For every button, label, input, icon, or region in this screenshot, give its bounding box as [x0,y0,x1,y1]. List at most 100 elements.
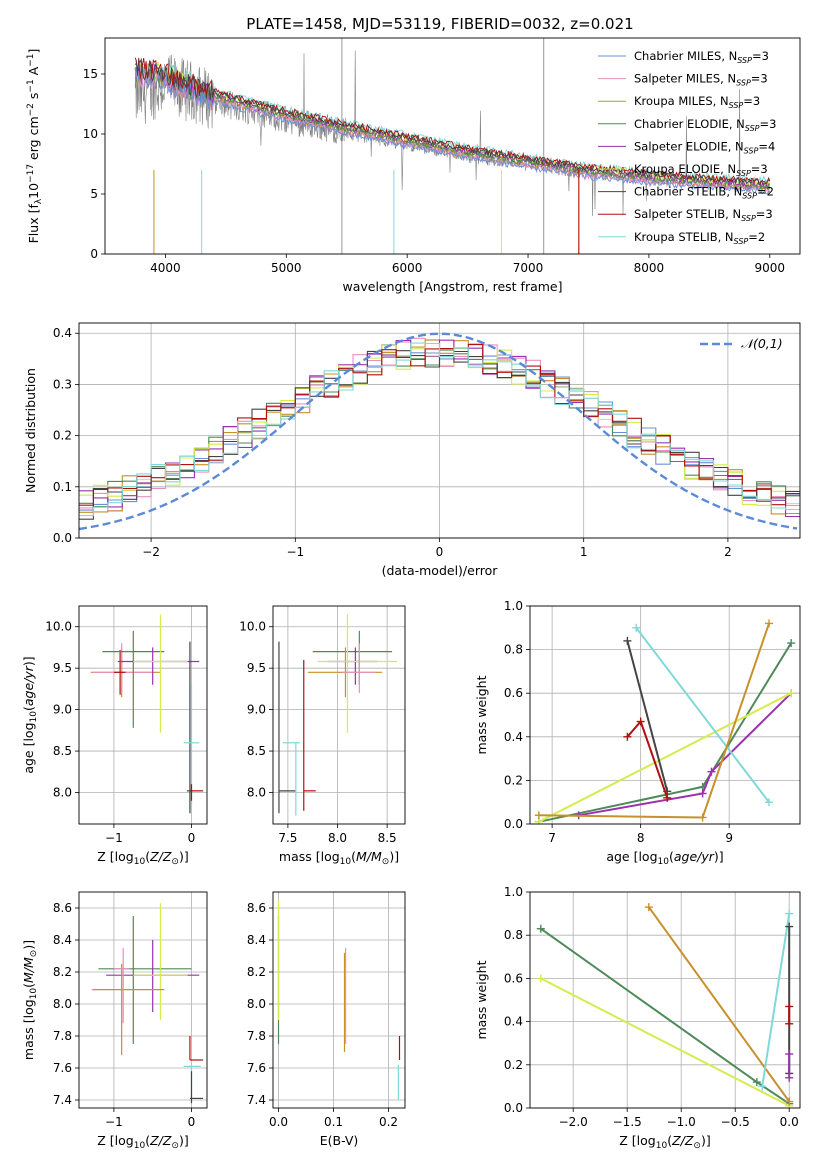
weight-series-line [540,927,790,1105]
age_vs_mass-frame [272,605,406,825]
legend-n-sub: SSP [742,192,757,201]
mass_vs_ebv-ytick-label: 7.6 [247,1061,266,1075]
spectrum-ylabel-part: −1 [26,79,36,92]
mass_vs_ebv-xlabel: E(B-V) [320,1133,359,1148]
weight_vs_age-frame [529,605,801,825]
legend-n-value: =3 [760,117,777,131]
age_vs_mass-xlabel-part: 10 [340,857,352,867]
model-spectrum [134,67,771,195]
mass_vs_Z-ylabel-part: )] [21,940,36,950]
weight_vs_age-xlabel: age [log10(age/yr)] [606,849,723,867]
mass_vs_Z-ylabel-part: 10 [29,988,39,1000]
mass_vs_ebv-xtick-label: 0.2 [379,1115,398,1129]
legend-n-sub: SSP [729,101,744,110]
legend-model-name: Salpeter MILES, N [634,72,736,86]
weight_vs_age-xtick-label: 9 [725,831,733,845]
age_vs_mass-xlabel: mass [log10(M/M⊙)] [279,849,399,867]
legend-n-value: =3 [751,72,768,86]
mass_vs_Z-plot-area [92,903,204,1104]
weight_vs_Z-xlabel-part: 10 [656,1141,668,1151]
mass_vs_ebv-ytick-label: 8.2 [247,965,266,979]
weight_vs_Z-xlabel-part: ( [667,1133,672,1148]
legend-entry: Salpeter ELODIE, NSSP=4 [634,139,775,155]
weight_vs_age-ytick-label: 0.2 [504,773,523,787]
age_vs_Z-ylabel-part: 10 [29,711,39,723]
mass_vs_ebv-ytick-label: 7.4 [247,1093,266,1107]
age_vs_mass-xlabel-part: mass [log [279,849,340,864]
mass_vs_ebv-ytick-label: 7.8 [247,1029,266,1043]
age_vs_Z-panel: −1 08.08.59.09.510.0Z [log10(Z/Z⊙)]age [l… [21,605,208,867]
residuals-plot-area [79,332,800,531]
weight_vs_age-ytick-label: 0.4 [504,730,523,744]
weight_vs_Z-xlabel-part: Z/Z [671,1133,694,1148]
spectrum-ytick-label: 10 [83,127,98,141]
age_vs_Z-ylabel-part: )] [21,656,36,666]
weight-series-line [626,640,669,792]
weight_vs_age-xtick-label: 8 [637,831,645,845]
mass_vs_Z-xlabel-part: ( [145,1133,150,1148]
residuals-panel: −2 −1 0 1 2 0.0 0.1 0.2 0.3 0.4 (data-model)/error… [23,322,801,578]
mass_vs_Z-ylabel: mass [log10(M/M⊙)] [21,940,39,1060]
spectrum-ylabel-part: −2 [26,103,36,116]
weight_vs_age-plot-area [534,619,796,824]
age_vs_Z-xlabel-part: ⊙ [171,857,179,867]
age_vs_Z-ylabel: age [log10(age/yr)] [21,656,39,773]
legend-entry: Chabrier ELODIE, NSSP=3 [634,117,776,133]
age_vs_Z-ylabel-part: age [log [21,722,36,773]
age_vs_Z-xlabel: Z [log10(Z/Z⊙)] [97,849,188,867]
legend-n-sub: SSP [741,214,756,223]
age_vs_Z-ylabel-part: ( [21,706,36,711]
legend-n-sub: SSP [737,56,752,65]
residuals-ytick-label: 0.1 [53,480,72,494]
legend-model-name: Salpeter STELIB, N [634,207,741,221]
weight-series-line [635,627,770,803]
weight_vs_age-xlabel-part: 10 [658,857,670,867]
mass_vs_Z-ytick-label: 8.6 [53,901,72,915]
residuals-ytick-label: 0.4 [53,326,72,340]
residuals-xtick-label: 1 [580,545,588,559]
legend-entry: Kroupa STELIB, NSSP=2 [634,230,765,246]
weight_vs_age-ytick-label: 1.0 [504,599,523,613]
legend-model-name: Kroupa MILES, N [634,94,729,108]
mass_vs_ebv-ytick-label: 8.6 [247,901,266,915]
mass_vs_Z-xtick-label: −1 [105,1115,123,1129]
mass_vs_Z-xlabel-part: ⊙ [171,1141,179,1151]
mass_vs_ebv-ytick-label: 8.0 [247,997,266,1011]
mass_vs_Z-ytick-label: 7.8 [53,1029,72,1043]
mass_vs_Z-xlabel: Z [log10(Z/Z⊙)] [97,1133,188,1151]
spectrum-frame [104,37,801,255]
age_vs_mass-panel: 7.5 8.0 8.5 8.0 8.5 9.0 9.5 10.0 mass [log10(M/M… [239,605,406,867]
age_vs_mass-xlabel-part: ⊙ [382,857,390,867]
gaussian-legend-label: 𝒩(0,1) [741,336,783,351]
weight_vs_age-ytick-label: 0.0 [504,817,523,831]
mass_vs_Z-xlabel-part: Z/Z [149,1133,172,1148]
spectrum-xtick-label: 9000 [755,261,786,275]
age_vs_mass-plot-area [278,614,398,816]
age_vs_Z-ytick-label: 8.5 [53,744,72,758]
legend-n-sub: SSP [736,169,751,178]
mass_vs_Z-frame [78,891,208,1109]
weight_vs_Z-xlabel-part: )] [701,1133,711,1148]
age_vs_Z-xlabel-part: Z [log [97,849,133,864]
weight_vs_age-ytick-label: 0.6 [504,686,523,700]
age_vs_mass-ytick-label: 8.0 [247,786,266,800]
weight_vs_Z-ytick-label: 0.8 [504,928,523,942]
legend-entry: Salpeter STELIB, NSSP=3 [634,207,773,223]
legend-model-name: Chabrier MILES, N [634,49,737,63]
age_vs_Z-xlabel-part: Z/Z [149,849,172,864]
legend-n-value: =3 [751,162,768,176]
mass_vs_Z-ytick-label: 8.4 [53,933,72,947]
weight_vs_age-xlabel-part: age/yr [674,849,715,864]
legend-entry: Chabrier MILES, NSSP=3 [634,49,769,65]
spectrum-ylabel-part: erg cm [26,116,41,164]
age_vs_Z-ytick-label: 9.5 [53,661,72,675]
gaussian-curve [79,332,798,531]
age_vs_Z-ytick-label: 10.0 [45,620,72,634]
mass_vs_Z-ytick-label: 7.6 [53,1061,72,1075]
age_vs_Z-xtick-label: 0 [188,831,196,845]
mass_vs_Z-ytick-label: 8.0 [53,997,72,1011]
mass_vs_Z-ylabel-part: M/M [21,957,36,983]
spectrum-xtick-label: 8000 [634,261,665,275]
age_vs_mass-xtick-label: 8.5 [378,831,397,845]
age_vs_mass-xlabel-part: M/M [356,849,382,864]
